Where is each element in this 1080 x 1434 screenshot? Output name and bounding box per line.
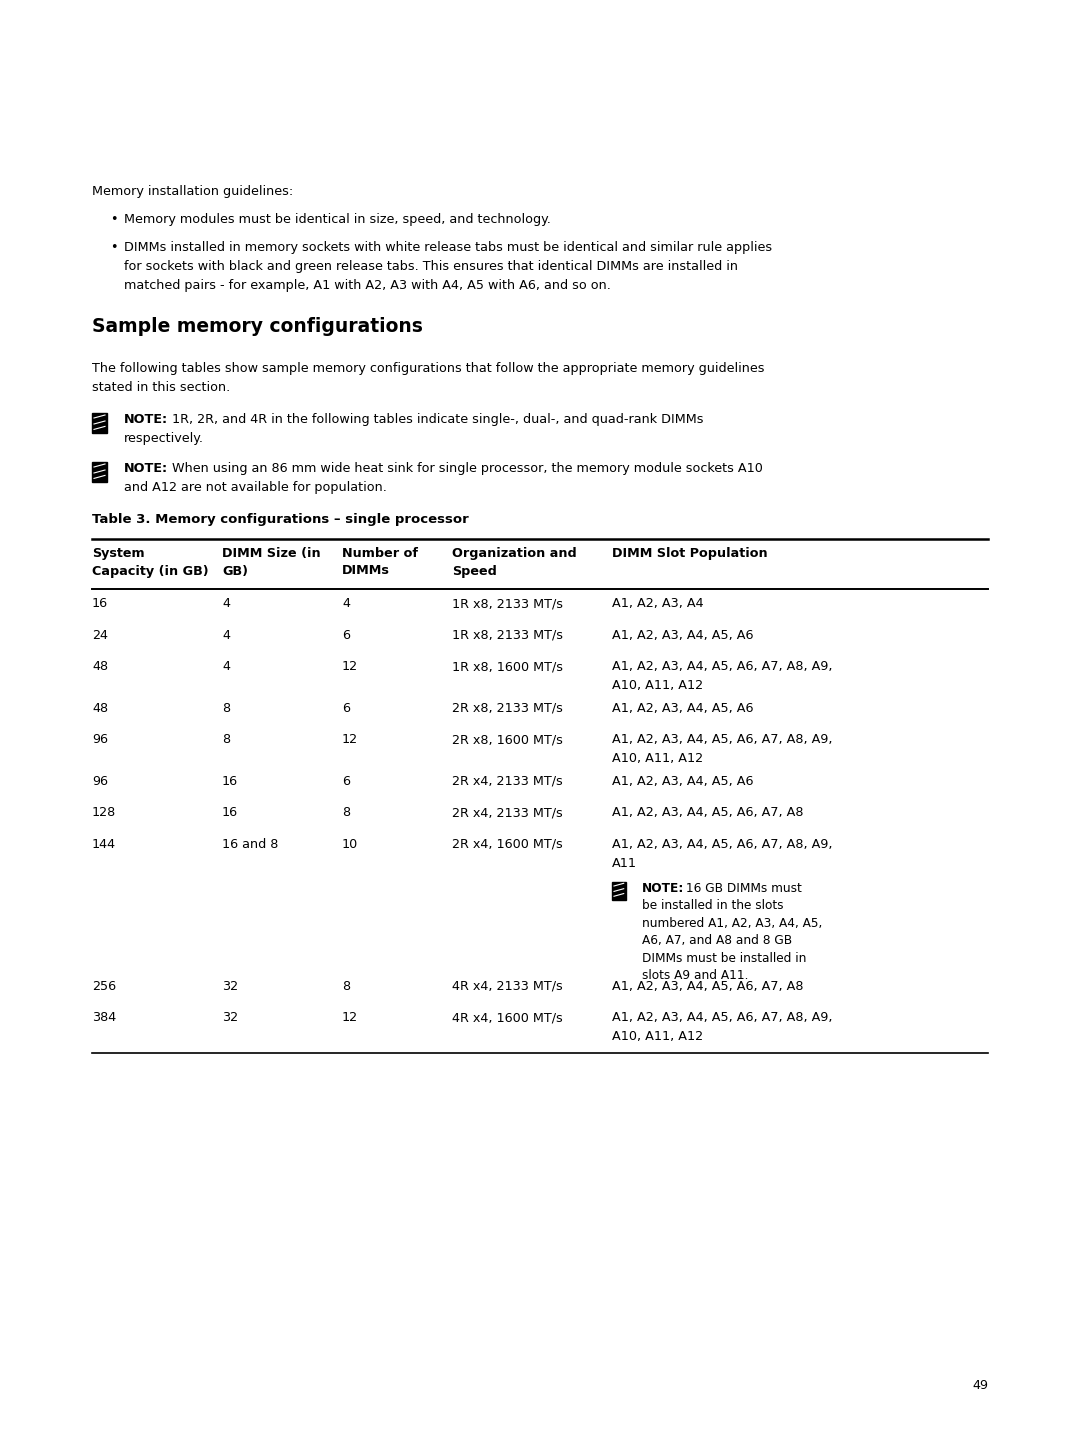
Text: Number of: Number of [342,546,418,561]
Text: 24: 24 [92,628,108,641]
Text: A10, A11, A12: A10, A11, A12 [612,1030,703,1043]
Text: A11: A11 [612,856,637,869]
Text: 6: 6 [342,701,350,714]
Text: NOTE:: NOTE: [642,882,685,895]
Text: 4: 4 [222,597,230,609]
Text: A10, A11, A12: A10, A11, A12 [612,751,703,764]
Text: 16 and 8: 16 and 8 [222,837,279,850]
Text: 4R x4, 2133 MT/s: 4R x4, 2133 MT/s [453,979,563,992]
Text: 8: 8 [222,701,230,714]
Text: and A12 are not available for population.: and A12 are not available for population… [124,480,387,493]
Text: 128: 128 [92,806,117,819]
Text: A1, A2, A3, A4, A5, A6: A1, A2, A3, A4, A5, A6 [612,774,754,787]
Bar [92,413,107,433]
Text: Organization and: Organization and [453,546,577,561]
Text: stated in this section.: stated in this section. [92,381,230,394]
Text: A1, A2, A3, A4, A5, A6, A7, A8, A9,: A1, A2, A3, A4, A5, A6, A7, A8, A9, [612,733,833,746]
Text: NOTE:: NOTE: [124,462,168,475]
Text: 2R x4, 2133 MT/s: 2R x4, 2133 MT/s [453,774,563,787]
Text: Speed: Speed [453,565,497,578]
Text: 4R x4, 1600 MT/s: 4R x4, 1600 MT/s [453,1011,563,1024]
Text: 12: 12 [342,733,359,746]
Text: 6: 6 [342,628,350,641]
Text: 1R x8, 2133 MT/s: 1R x8, 2133 MT/s [453,597,563,609]
Text: System: System [92,546,145,561]
Text: 32: 32 [222,979,238,992]
Text: A1, A2, A3, A4, A5, A6, A7, A8, A9,: A1, A2, A3, A4, A5, A6, A7, A8, A9, [612,660,833,673]
Text: A1, A2, A3, A4, A5, A6, A7, A8, A9,: A1, A2, A3, A4, A5, A6, A7, A8, A9, [612,837,833,850]
Text: A6, A7, and A8 and 8 GB: A6, A7, and A8 and 8 GB [642,934,792,946]
Text: The following tables show sample memory configurations that follow the appropria: The following tables show sample memory … [92,361,765,376]
Text: for sockets with black and green release tabs. This ensures that identical DIMMs: for sockets with black and green release… [124,260,738,272]
Text: 4: 4 [222,660,230,673]
Text: 144: 144 [92,837,117,850]
Text: A1, A2, A3, A4, A5, A6, A7, A8: A1, A2, A3, A4, A5, A6, A7, A8 [612,979,804,992]
Text: be installed in the slots: be installed in the slots [642,899,783,912]
Text: 4: 4 [342,597,350,609]
Text: 2R x8, 1600 MT/s: 2R x8, 1600 MT/s [453,733,563,746]
Text: 96: 96 [92,774,108,787]
Text: slots A9 and A11.: slots A9 and A11. [642,969,748,982]
Text: 2R x4, 1600 MT/s: 2R x4, 1600 MT/s [453,837,563,850]
Text: DIMM Slot Population: DIMM Slot Population [612,546,768,561]
Text: 49: 49 [972,1380,988,1392]
Text: 12: 12 [342,660,359,673]
Text: A1, A2, A3, A4: A1, A2, A3, A4 [612,597,704,609]
Text: 96: 96 [92,733,108,746]
Text: 48: 48 [92,701,108,714]
Text: Memory installation guidelines:: Memory installation guidelines: [92,185,294,198]
Text: 6: 6 [342,774,350,787]
Text: 12: 12 [342,1011,359,1024]
Text: Memory modules must be identical in size, speed, and technology.: Memory modules must be identical in size… [124,214,551,227]
Text: 1R x8, 2133 MT/s: 1R x8, 2133 MT/s [453,628,563,641]
Text: 10: 10 [342,837,359,850]
Text: 48: 48 [92,660,108,673]
Text: Capacity (in GB): Capacity (in GB) [92,565,208,578]
Text: A1, A2, A3, A4, A5, A6, A7, A8, A9,: A1, A2, A3, A4, A5, A6, A7, A8, A9, [612,1011,833,1024]
Text: Table 3. Memory configurations – single processor: Table 3. Memory configurations – single … [92,513,469,526]
Text: 256: 256 [92,979,117,992]
Text: 4: 4 [222,628,230,641]
Text: A1, A2, A3, A4, A5, A6: A1, A2, A3, A4, A5, A6 [612,701,754,714]
Text: DIMMs installed in memory sockets with white release tabs must be identical and : DIMMs installed in memory sockets with w… [124,241,772,254]
Text: matched pairs - for example, A1 with A2, A3 with A4, A5 with A6, and so on.: matched pairs - for example, A1 with A2,… [124,280,611,293]
Text: 384: 384 [92,1011,117,1024]
Text: •: • [110,241,118,254]
Text: 2R x8, 2133 MT/s: 2R x8, 2133 MT/s [453,701,563,714]
Text: When using an 86 mm wide heat sink for single processor, the memory module socke: When using an 86 mm wide heat sink for s… [168,462,762,475]
Bar [92,462,107,482]
Text: •: • [110,214,118,227]
Text: 16 GB DIMMs must: 16 GB DIMMs must [681,882,801,895]
Text: numbered A1, A2, A3, A4, A5,: numbered A1, A2, A3, A4, A5, [642,916,822,929]
Text: A1, A2, A3, A4, A5, A6, A7, A8: A1, A2, A3, A4, A5, A6, A7, A8 [612,806,804,819]
Text: A10, A11, A12: A10, A11, A12 [612,680,703,693]
Text: GB): GB) [222,565,248,578]
Text: 1R x8, 1600 MT/s: 1R x8, 1600 MT/s [453,660,563,673]
Text: 8: 8 [342,806,350,819]
Text: 8: 8 [222,733,230,746]
Text: Sample memory configurations: Sample memory configurations [92,317,423,336]
Text: DIMM Size (in: DIMM Size (in [222,546,321,561]
Text: 16: 16 [222,806,238,819]
Text: NOTE:: NOTE: [124,413,168,426]
Text: 16: 16 [222,774,238,787]
Text: 16: 16 [92,597,108,609]
Text: 2R x4, 2133 MT/s: 2R x4, 2133 MT/s [453,806,563,819]
Text: 8: 8 [342,979,350,992]
Text: 32: 32 [222,1011,238,1024]
Text: A1, A2, A3, A4, A5, A6: A1, A2, A3, A4, A5, A6 [612,628,754,641]
Text: 1R, 2R, and 4R in the following tables indicate single-, dual-, and quad-rank DI: 1R, 2R, and 4R in the following tables i… [168,413,703,426]
Text: DIMMs: DIMMs [342,565,390,578]
Text: respectively.: respectively. [124,432,204,445]
Text: DIMMs must be installed in: DIMMs must be installed in [642,952,807,965]
Bar [612,882,625,899]
